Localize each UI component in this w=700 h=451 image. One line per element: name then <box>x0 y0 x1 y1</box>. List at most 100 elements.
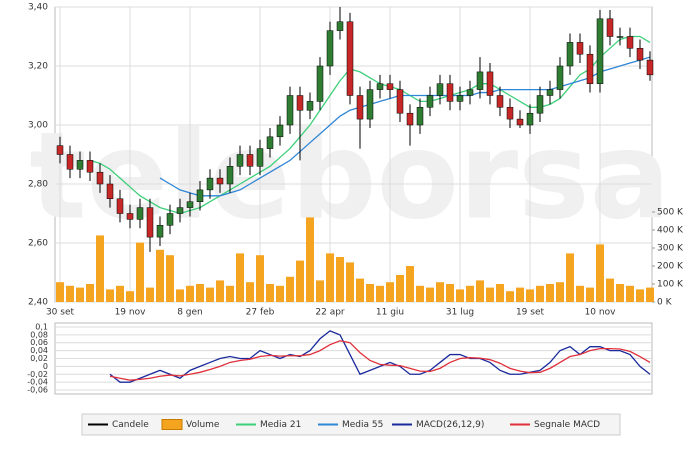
volume-bar <box>496 284 504 302</box>
candle-body <box>136 207 144 220</box>
volume-bar <box>406 266 414 302</box>
volume-bar <box>76 287 84 302</box>
y-tick-label: -0,04 <box>27 378 48 387</box>
candle-body <box>606 18 614 37</box>
volume-bar <box>126 291 134 302</box>
candle-body <box>476 71 484 90</box>
volume-bar <box>136 242 144 302</box>
candle-body <box>536 95 544 114</box>
volume-bar <box>106 289 114 302</box>
y-tick-label: 3,00 <box>28 121 48 131</box>
volume-bar <box>576 285 584 302</box>
volume-bar <box>616 284 624 302</box>
y2-tick-label: 300 K <box>657 244 684 254</box>
candle-body <box>396 89 404 114</box>
y-tick-label: 0,06 <box>30 338 48 347</box>
volume-bar <box>276 285 284 302</box>
legend-swatch <box>161 419 183 430</box>
y-tick-label: 0,02 <box>30 354 48 363</box>
candle-body <box>386 83 394 90</box>
volume-bar <box>436 282 444 302</box>
candle-body <box>156 225 164 238</box>
price-panel <box>54 6 653 303</box>
volume-bar <box>246 282 254 302</box>
volume-bar <box>176 289 184 302</box>
candle-body <box>516 118 524 126</box>
y-tick-label: 3,40 <box>28 3 48 13</box>
y2-tick-label: 0 K <box>657 298 673 308</box>
y2-tick-label: 500 K <box>657 208 684 218</box>
candle-body <box>116 198 124 214</box>
legend-label: Media 21 <box>260 420 301 430</box>
legend-label: MACD(26,12,9) <box>416 420 484 430</box>
volume-bar <box>416 285 424 302</box>
candle-body <box>206 177 214 191</box>
x-tick-label: 30 set <box>46 308 75 318</box>
candle-body <box>426 95 434 108</box>
candle-body <box>246 154 254 167</box>
candle-body <box>546 89 554 96</box>
volume-bar <box>646 287 654 302</box>
candle-body <box>266 136 274 149</box>
y2-tick-label: 200 K <box>657 262 684 272</box>
line-series <box>89 35 651 215</box>
candle-body <box>346 21 354 96</box>
volume-bar <box>86 284 94 302</box>
candle-body <box>416 107 424 126</box>
line-series <box>109 340 651 381</box>
y-tick-label: 0,04 <box>30 346 48 355</box>
candle-body <box>316 65 324 102</box>
candle-body <box>106 183 114 199</box>
volume-bar <box>546 284 554 302</box>
candle-body <box>176 207 184 214</box>
candle-body <box>566 42 574 67</box>
volume-bar <box>266 284 274 302</box>
x-tick-label: 22 apr <box>315 308 345 318</box>
candle-body <box>326 30 334 67</box>
volume-bar <box>596 244 604 302</box>
volume-bar <box>206 287 214 302</box>
volume-bar <box>166 255 174 302</box>
candle-body <box>186 201 194 208</box>
volume-bar <box>516 287 524 302</box>
candle-body <box>276 124 284 138</box>
y-tick-label: 2,60 <box>28 239 48 249</box>
volume-bar <box>606 278 614 302</box>
volume-bar <box>96 235 104 302</box>
candle-body <box>356 95 364 120</box>
candle-body <box>406 112 414 126</box>
volume-bar <box>426 287 434 302</box>
y-tick-label: 0 <box>43 362 48 371</box>
y-tick-label: 2,40 <box>28 298 48 308</box>
candle-body <box>586 53 594 84</box>
x-tick-label: 19 set <box>516 308 545 318</box>
y-tick-label: -0,06 <box>27 386 48 395</box>
line-series <box>109 330 651 383</box>
volume-bar <box>286 276 294 302</box>
candle-body <box>146 207 154 238</box>
watermark: teleborsa <box>29 108 670 247</box>
candle-body <box>436 83 444 96</box>
volume-bar <box>346 262 354 302</box>
candle-body <box>216 177 224 185</box>
volume-bar <box>216 280 224 302</box>
volume-bar <box>226 285 234 302</box>
volume-bar <box>356 278 364 302</box>
candle-body <box>626 36 634 49</box>
volume-bar <box>256 255 264 302</box>
candle-body <box>446 83 454 102</box>
candle-body <box>306 101 314 111</box>
candle-body <box>616 36 624 38</box>
candle-body <box>166 213 174 226</box>
y-tick-label: 2,80 <box>28 180 48 190</box>
volume-bar <box>336 257 344 302</box>
volume-bar <box>116 285 124 302</box>
candle-body <box>56 145 64 155</box>
volume-bar <box>466 285 474 302</box>
volume-bar <box>306 217 314 302</box>
candle-body <box>76 160 84 170</box>
volume-bar <box>456 289 464 302</box>
volume-bar <box>566 253 574 302</box>
volume-bar <box>326 253 334 302</box>
y2-tick-label: 100 K <box>657 280 684 290</box>
